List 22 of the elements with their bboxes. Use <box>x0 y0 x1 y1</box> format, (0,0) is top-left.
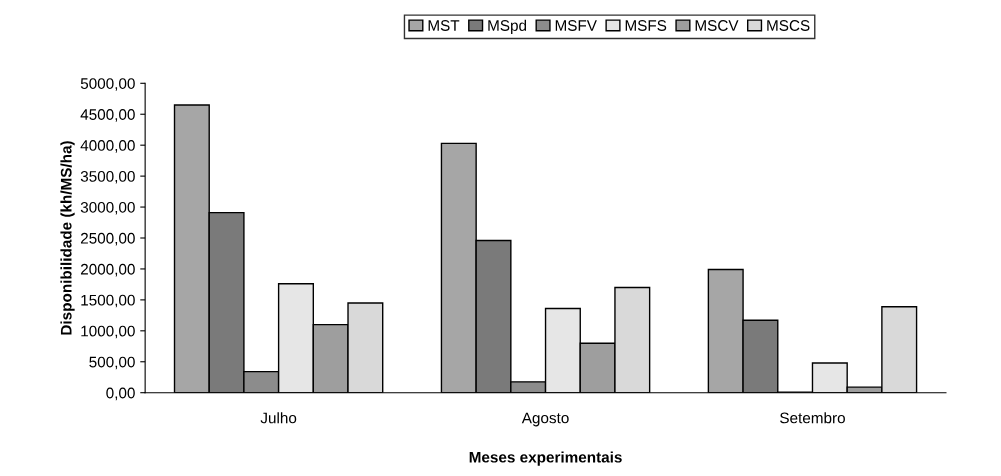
y-tick-label: 4500,00 <box>80 109 135 122</box>
x-tick-label: Agosto <box>521 412 569 427</box>
x-tick-label: Setembro <box>780 412 845 424</box>
y-tick-label: 3000,00 <box>80 201 135 215</box>
y-tick-label: 2000,00 <box>80 263 135 277</box>
legend-label: MSpd <box>488 19 527 34</box>
legend-label: MSFV <box>555 20 597 31</box>
y-tick-label: 1000,00 <box>81 325 135 339</box>
legend-label: MSCS <box>767 20 810 31</box>
y-tick-label: 1500,00 <box>81 294 135 308</box>
x-axis-title: Meses experimentais <box>469 451 622 466</box>
y-tick-label: 500,00 <box>89 356 135 370</box>
y-tick-label: 4000,00 <box>80 140 135 153</box>
legend-label: MSFS <box>625 20 667 31</box>
y-tick-label: 5000,00 <box>80 78 135 91</box>
y-tick-label: 2500,00 <box>80 232 135 246</box>
legend-label: MST <box>428 20 460 31</box>
x-tick-label: Julho <box>260 412 297 424</box>
y-axis-title: Disponibilidade (kh/MS/ha) <box>60 141 75 335</box>
y-tick-label: 0,00 <box>106 387 135 401</box>
y-tick-label: 3500,00 <box>80 170 135 184</box>
legend-label: MSCV <box>695 20 739 31</box>
